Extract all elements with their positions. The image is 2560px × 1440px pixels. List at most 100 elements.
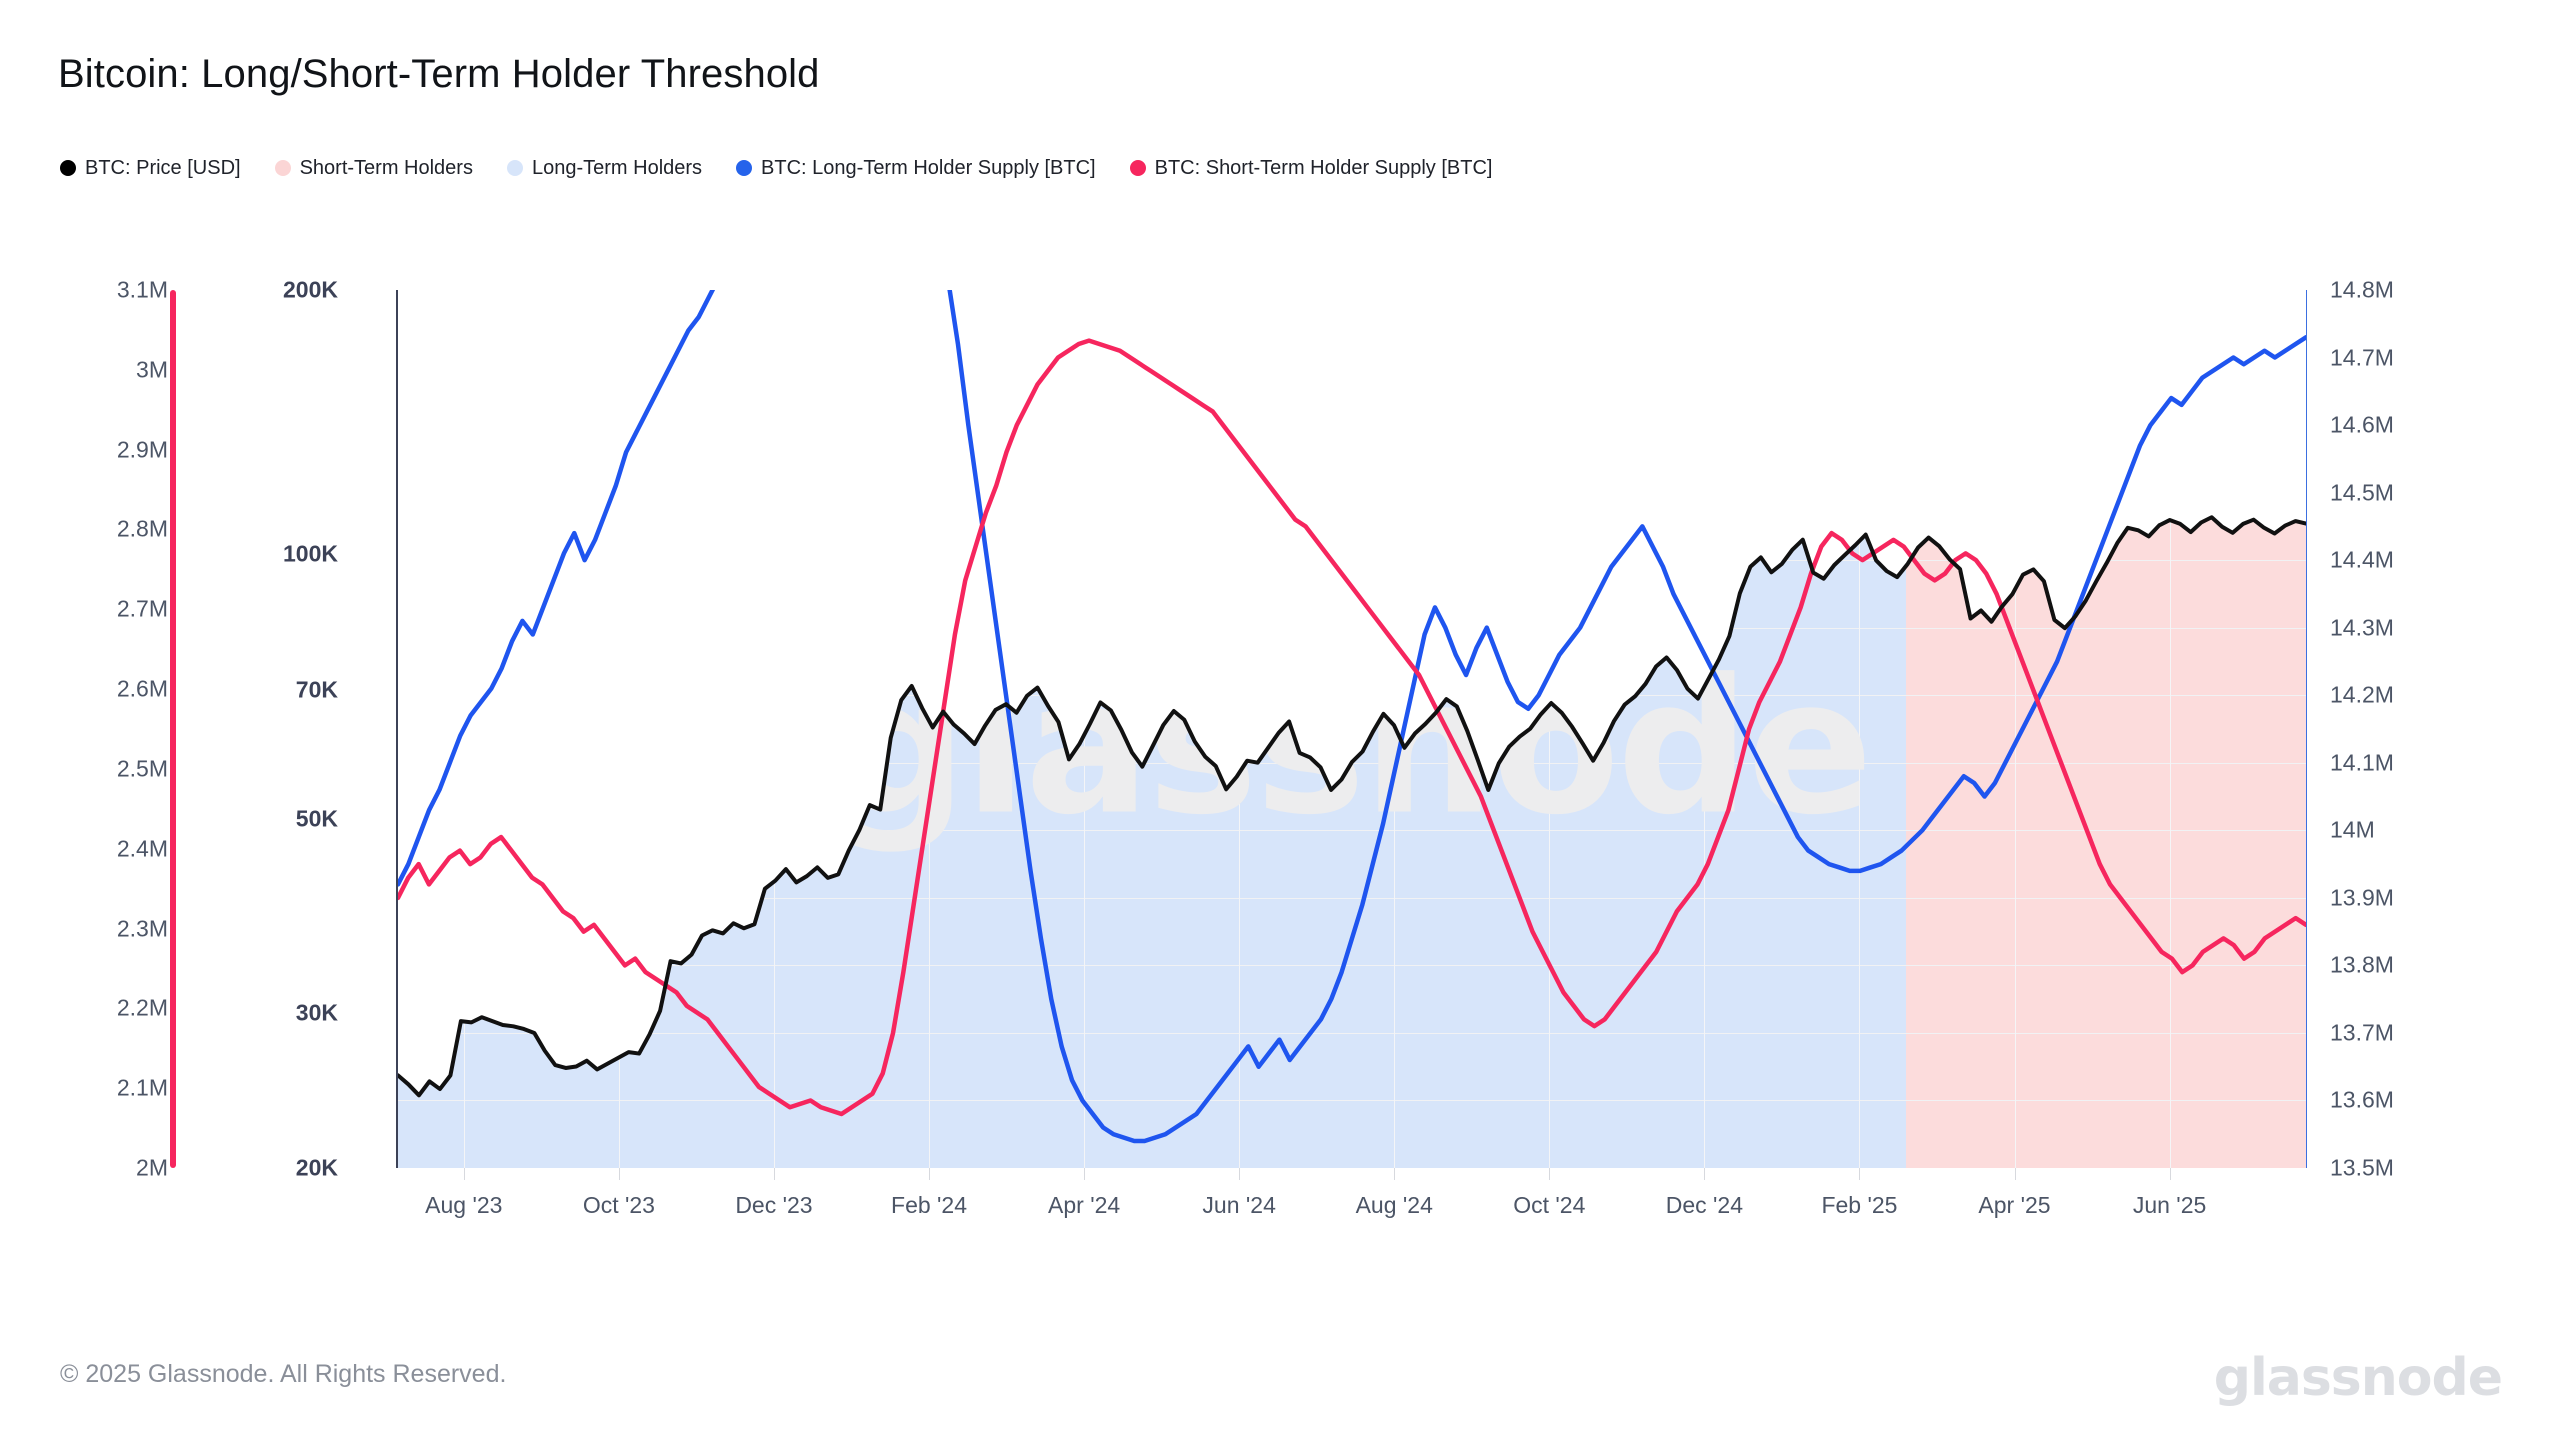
plot-area[interactable]: glassnode bbox=[398, 290, 2306, 1168]
x-tick-label: Oct '24 bbox=[1513, 1192, 1586, 1218]
y-tick-left-outer: 2.1M bbox=[116, 1074, 168, 1101]
brand-logo: glassnode bbox=[2213, 1348, 2503, 1408]
y-tick-supply: 14.6M bbox=[2330, 411, 2394, 438]
x-tick-mark bbox=[2014, 1168, 2016, 1180]
legend-item-label: BTC: Price [USD] bbox=[85, 157, 241, 179]
gridline-vertical bbox=[2014, 290, 2016, 1168]
series-line-sth-supply bbox=[398, 341, 2306, 1114]
legend-item-label: BTC: Long-Term Holder Supply [BTC] bbox=[761, 157, 1096, 179]
x-axis: Aug '23 Oct '23 Dec '23 Feb '24 Apr '24 Jun '… bbox=[398, 1168, 2306, 1238]
legend-item-1[interactable]: Short-Term Holders bbox=[274, 157, 473, 179]
x-tick-mark bbox=[929, 1168, 931, 1180]
y-tick-left-outer: 2.4M bbox=[116, 835, 168, 862]
gridline-vertical bbox=[2169, 290, 2171, 1168]
x-tick-label: Aug '24 bbox=[1355, 1192, 1433, 1218]
y-axis-left-outer-bar bbox=[170, 290, 176, 1168]
x-tick-label: Feb '25 bbox=[1821, 1192, 1898, 1218]
x-tick-label: Apr '25 bbox=[1978, 1192, 2051, 1218]
y-tick-price: 200K bbox=[283, 276, 338, 303]
x-tick-mark bbox=[1704, 1168, 1706, 1180]
legend-dot-icon bbox=[736, 160, 753, 176]
x-tick-mark bbox=[773, 1168, 775, 1180]
legend-dot-icon bbox=[506, 160, 523, 176]
y-tick-left-outer: 3M bbox=[136, 356, 168, 383]
x-tick-mark bbox=[1394, 1168, 1396, 1180]
y-tick-left-outer: 2.6M bbox=[116, 675, 168, 702]
x-tick-label: Apr '24 bbox=[1048, 1192, 1121, 1218]
y-tick-price: 50K bbox=[295, 805, 338, 832]
y-tick-price: 70K bbox=[295, 676, 338, 703]
y-tick-left-outer: 2.2M bbox=[116, 994, 168, 1021]
y-tick-price: 30K bbox=[295, 999, 338, 1026]
gridline-horizontal bbox=[398, 830, 2306, 832]
gridline-vertical bbox=[1704, 290, 1706, 1168]
legend-item-2[interactable]: Long-Term Holders bbox=[506, 157, 703, 179]
x-tick-mark bbox=[2169, 1168, 2171, 1180]
y-tick-left-outer: 2.8M bbox=[116, 515, 168, 542]
legend-dot-icon bbox=[1129, 160, 1146, 176]
x-tick-mark bbox=[1859, 1168, 1861, 1180]
y-axis-price-bar bbox=[396, 290, 399, 1168]
series-layer bbox=[398, 290, 2306, 1168]
y-tick-price: 20K bbox=[295, 1154, 338, 1181]
x-tick-label: Feb '24 bbox=[891, 1192, 968, 1218]
y-tick-supply: 14.3M bbox=[2330, 614, 2394, 641]
y-tick-supply: 13.9M bbox=[2330, 884, 2394, 911]
y-tick-supply: 14M bbox=[2330, 816, 2375, 843]
x-tick-label: Aug '23 bbox=[425, 1192, 503, 1218]
band-upper-mask bbox=[398, 290, 2306, 1096]
legend-item-0[interactable]: BTC: Price [USD] bbox=[60, 158, 241, 178]
x-tick-label: Jun '25 bbox=[2132, 1192, 2207, 1218]
y-tick-supply: 13.7M bbox=[2330, 1019, 2394, 1046]
y-tick-supply: 13.8M bbox=[2330, 951, 2394, 978]
series-line-btc-price bbox=[398, 517, 2306, 1095]
gridline-horizontal bbox=[398, 1032, 2306, 1034]
legend-item-3[interactable]: BTC: Long-Term Holder Supply [BTC] bbox=[736, 158, 1096, 178]
gridline-vertical bbox=[929, 290, 931, 1168]
y-tick-supply: 14.5M bbox=[2330, 479, 2394, 506]
y-axis-supply: 13.5M 13.6M 13.7M 13.8M 13.9M 14M 14.1M 14.2M 14… bbox=[2330, 0, 2560, 1440]
gridline-horizontal bbox=[398, 965, 2306, 967]
x-tick-mark bbox=[463, 1168, 465, 1180]
y-tick-left-outer: 2.7M bbox=[116, 595, 168, 622]
gridline-vertical bbox=[1859, 290, 1861, 1168]
legend-dot-icon bbox=[60, 160, 76, 176]
y-tick-supply: 14.2M bbox=[2330, 681, 2394, 708]
y-tick-left-outer: 2.5M bbox=[116, 755, 168, 782]
y-tick-left-outer: 2.9M bbox=[116, 436, 168, 463]
y-axis-price: 20K 30K 50K 70K 100K 200K bbox=[0, 0, 398, 1440]
x-tick-label: Jun '24 bbox=[1202, 1192, 1276, 1218]
x-tick-label: Oct '23 bbox=[582, 1192, 655, 1218]
y-tick-supply: 14.1M bbox=[2330, 749, 2394, 776]
page-title: Bitcoin: Long/Short-Term Holder Threshol… bbox=[58, 52, 820, 96]
y-tick-left-outer: 2M bbox=[136, 1154, 168, 1181]
legend-item-label: Short-Term Holders bbox=[299, 157, 473, 179]
x-tick-mark bbox=[618, 1168, 620, 1180]
gridline-vertical bbox=[1549, 290, 1551, 1168]
x-tick-label: Dec '23 bbox=[735, 1192, 813, 1218]
gridline-horizontal bbox=[398, 897, 2306, 899]
chart-legend: BTC: Price [USD] Short-Term Holders Long-T… bbox=[60, 158, 1526, 178]
x-tick-mark bbox=[1084, 1168, 1086, 1180]
gridline-horizontal bbox=[398, 1100, 2306, 1102]
y-tick-left-outer: 3.1M bbox=[116, 276, 168, 303]
x-tick-mark bbox=[1549, 1168, 1551, 1180]
x-tick-label: Dec '24 bbox=[1665, 1192, 1743, 1218]
series-line-lth-supply bbox=[398, 290, 2306, 1141]
y-axis-supply-bar bbox=[2305, 290, 2307, 1168]
y-tick-supply: 14.7M bbox=[2330, 344, 2394, 371]
legend-item-label: Long-Term Holders bbox=[531, 157, 703, 179]
y-tick-price: 100K bbox=[283, 540, 338, 567]
y-tick-supply: 13.5M bbox=[2330, 1154, 2394, 1181]
legend-item-label: BTC: Short-Term Holder Supply [BTC] bbox=[1154, 157, 1493, 179]
legend-dot-icon bbox=[274, 160, 291, 176]
x-tick-mark bbox=[1239, 1168, 1241, 1180]
y-tick-supply: 13.6M bbox=[2330, 1086, 2394, 1113]
y-tick-supply: 14.4M bbox=[2330, 546, 2394, 573]
legend-item-4[interactable]: BTC: Short-Term Holder Supply [BTC] bbox=[1129, 157, 1493, 179]
y-tick-supply: 14.8M bbox=[2330, 276, 2394, 303]
y-tick-left-outer: 2.3M bbox=[116, 915, 168, 942]
footer-copyright: © 2025 Glassnode. All Rights Reserved. bbox=[60, 1360, 507, 1388]
y-axis-left-outer: 2M 2.1M 2.2M 2.3M 2.4M 2.5M 2.6M 2.7M 2.8M 2.9M 3M… bbox=[0, 0, 260, 1440]
